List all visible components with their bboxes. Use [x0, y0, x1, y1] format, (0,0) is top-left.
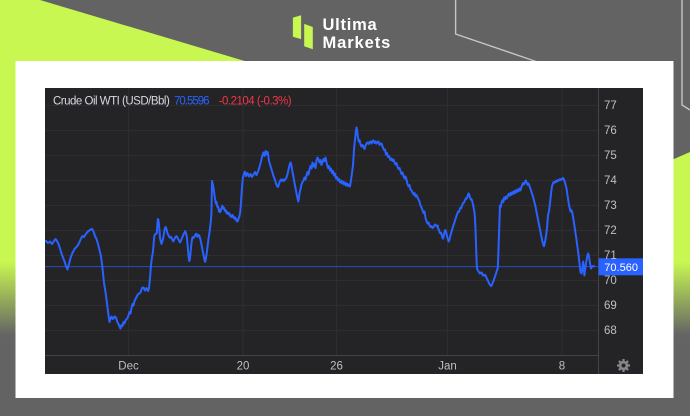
- svg-text:Crude Oil WTI (USD/Bbl): Crude Oil WTI (USD/Bbl): [53, 95, 170, 107]
- svg-text:71: 71: [604, 250, 617, 262]
- svg-text:76: 76: [604, 125, 617, 137]
- svg-text:26: 26: [330, 361, 343, 373]
- svg-text:70.5596: 70.5596: [174, 95, 209, 107]
- svg-text:74: 74: [604, 175, 617, 187]
- svg-text:69: 69: [604, 300, 617, 312]
- svg-text:68: 68: [604, 325, 617, 337]
- svg-text:70.560: 70.560: [604, 262, 638, 274]
- svg-text:20: 20: [237, 361, 250, 373]
- svg-text:75: 75: [604, 150, 617, 162]
- svg-text:72: 72: [604, 225, 617, 237]
- svg-text:8: 8: [559, 361, 565, 373]
- svg-text:73: 73: [604, 200, 617, 212]
- svg-text:-0.2104 (-0.3%): -0.2104 (-0.3%): [219, 95, 292, 107]
- svg-text:Ultima: Ultima: [323, 16, 378, 34]
- svg-text:77: 77: [604, 100, 617, 112]
- svg-text:Dec: Dec: [118, 361, 139, 373]
- svg-text:Markets: Markets: [323, 34, 392, 52]
- svg-text:70: 70: [604, 275, 617, 287]
- svg-text:Jan: Jan: [438, 361, 457, 373]
